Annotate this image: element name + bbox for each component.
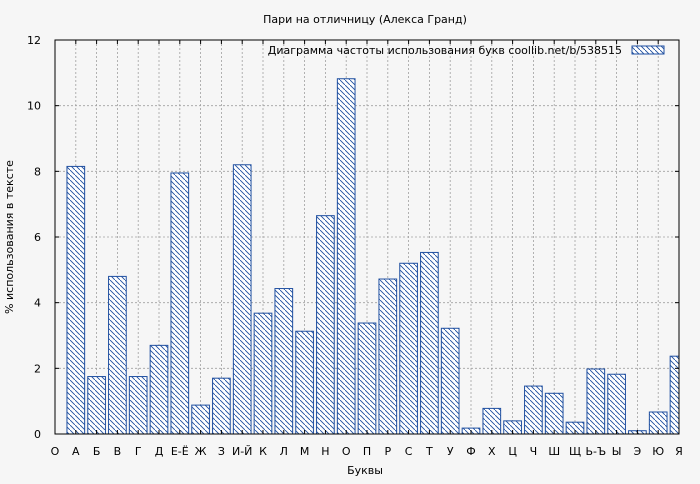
x-tick-label: З [218, 445, 225, 458]
bar-М [295, 330, 314, 435]
x-tick-label: Р [384, 445, 391, 458]
bar-У [440, 327, 460, 435]
x-tick-label: О [51, 445, 60, 458]
bar-О [336, 78, 356, 435]
bars [66, 78, 680, 435]
x-tick-label: Ф [466, 445, 475, 458]
x-tick-label: М [300, 445, 310, 458]
bar-Е-Ё [170, 172, 190, 435]
y-axis-label: % использования в тексте [3, 160, 16, 314]
x-tick-label: Н [321, 445, 329, 458]
x-tick-label: Т [425, 445, 433, 458]
bar-Л [274, 288, 294, 435]
y-tick-label: 4 [34, 297, 41, 310]
chart-title: Пари на отличницу (Алекса Гранд) [263, 13, 467, 26]
legend-label: Диаграмма частоты использования букв coo… [268, 44, 622, 57]
x-tick-label: Ю [652, 445, 664, 458]
bar-Г [128, 376, 148, 435]
x-tick-label: С [405, 445, 413, 458]
y-tick-label: 8 [34, 165, 41, 178]
bar-Д [149, 344, 169, 435]
x-tick-label: Г [135, 445, 142, 458]
y-tick-label: 10 [27, 100, 41, 113]
x-axis-label: Буквы [347, 464, 383, 477]
y-tick-label: 2 [34, 362, 41, 375]
plot-frame [54, 39, 680, 435]
x-tick-label: О [342, 445, 351, 458]
bar-П [357, 322, 377, 435]
y-tick-label: 6 [34, 231, 41, 244]
bar-Ч [524, 385, 543, 435]
x-tick-label: Б [93, 445, 101, 458]
x-tick-label: Л [280, 445, 288, 458]
x-tick-label: Е-Ё [171, 445, 189, 458]
bar-З [212, 377, 231, 435]
y-tick-label: 0 [34, 428, 41, 441]
bar-В [108, 275, 127, 435]
bar-И-Й [232, 164, 252, 435]
legend: Диаграмма частоты использования букв coo… [268, 44, 665, 57]
x-tick-label: И-Й [232, 445, 252, 458]
bar-Ж [191, 404, 210, 435]
x-tick-label: Э [634, 445, 642, 458]
bar-Ы [607, 373, 626, 435]
bar-Б [87, 376, 106, 435]
x-tick-label: Ч [530, 445, 538, 458]
bar-Н [316, 215, 335, 435]
bar-С [399, 262, 418, 435]
x-tick-label: В [114, 445, 122, 458]
x-tick-label: Х [488, 445, 496, 458]
x-tick-label: Ы [612, 445, 622, 458]
bar-Ь-Ъ [586, 368, 606, 435]
bar-Т [420, 251, 439, 435]
x-tick-label: Д [155, 445, 164, 458]
bar-Ш [544, 392, 564, 435]
legend-swatch [631, 45, 665, 55]
x-tick-label: П [363, 445, 371, 458]
x-tick-label: Щ [569, 445, 581, 458]
x-tick-label: К [259, 445, 267, 458]
x-tick-label: Ш [548, 445, 560, 458]
x-tick-label: У [447, 445, 454, 458]
x-tick-label: Ж [195, 445, 207, 458]
x-tick-label: Ц [508, 445, 517, 458]
bar-Р [378, 278, 398, 435]
bar-А [66, 165, 86, 435]
x-tick-label: Ь-Ъ [585, 445, 606, 458]
x-tick-label: Я [675, 445, 683, 458]
x-tick-label: А [72, 445, 80, 458]
y-tick-label: 12 [27, 34, 41, 47]
bar-К [253, 312, 273, 435]
